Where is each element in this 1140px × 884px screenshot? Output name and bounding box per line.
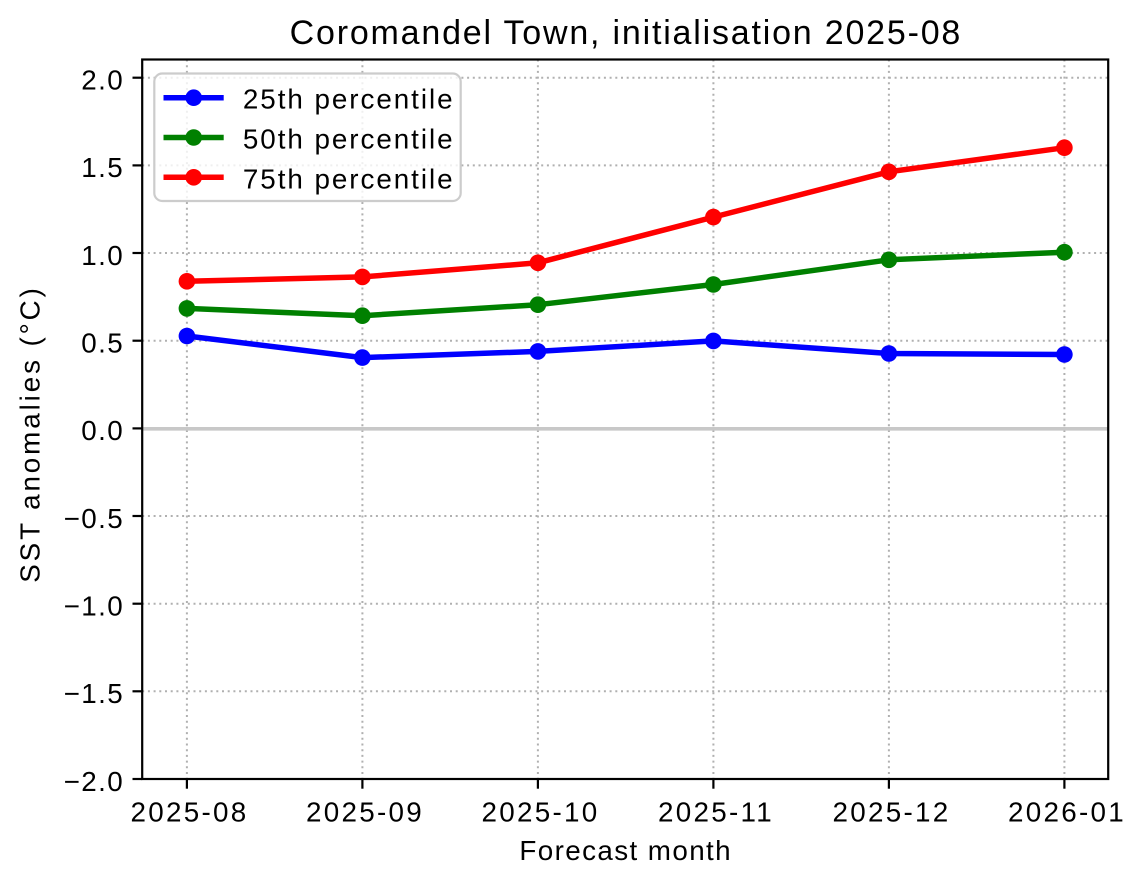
svg-text:0.5: 0.5 [81,328,124,359]
svg-text:75th percentile: 75th percentile [243,163,455,194]
svg-text:2.0: 2.0 [81,65,124,96]
svg-text:−1.5: −1.5 [64,678,124,709]
svg-text:−2.0: −2.0 [64,766,124,797]
svg-text:Forecast month: Forecast month [519,835,732,866]
svg-text:2025-08: 2025-08 [130,797,248,828]
svg-text:−1.0: −1.0 [64,591,124,622]
svg-text:Coromandel Town, initialisatio: Coromandel Town, initialisation 2025-08 [290,14,963,52]
svg-text:1.0: 1.0 [81,240,124,271]
svg-text:2025-10: 2025-10 [481,797,599,828]
svg-text:−0.5: −0.5 [64,503,124,534]
svg-text:2026-01: 2026-01 [1008,797,1126,828]
svg-text:0.0: 0.0 [81,415,124,446]
svg-text:2025-09: 2025-09 [306,797,424,828]
svg-text:1.5: 1.5 [81,152,124,183]
svg-text:2025-12: 2025-12 [832,797,950,828]
svg-text:50th percentile: 50th percentile [243,124,455,155]
svg-text:25th percentile: 25th percentile [243,84,455,115]
svg-text:2025-11: 2025-11 [658,797,774,828]
svg-text:SST anomalies (°C): SST anomalies (°C) [15,285,46,583]
